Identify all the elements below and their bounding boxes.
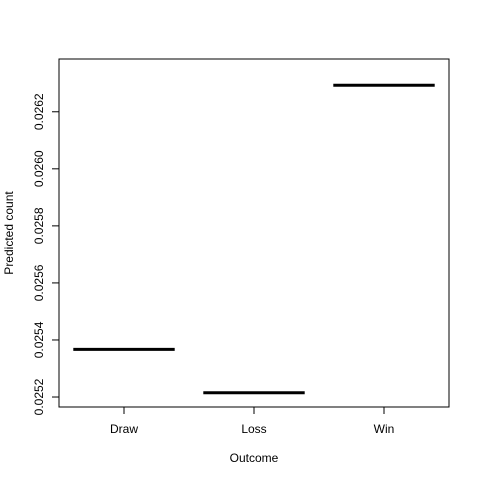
x-axis: Draw Loss Win — [110, 407, 394, 436]
y-tick-label: 0.0254 — [32, 321, 46, 358]
y-tick-label: 0.0258 — [32, 207, 46, 244]
x-tick-label: Win — [374, 422, 395, 436]
x-axis-label: Outcome — [230, 451, 279, 465]
plot-frame — [58, 58, 450, 408]
x-tick-label: Draw — [110, 422, 138, 436]
y-axis-label: Predicted count — [2, 191, 16, 275]
y-axis: 0.0252 0.0254 0.0256 0.0258 0.0260 0.0262 — [32, 93, 59, 415]
y-tick-label: 0.0252 — [32, 378, 46, 415]
y-tick-label: 0.0260 — [32, 150, 46, 187]
x-tick-label: Loss — [241, 422, 266, 436]
y-tick-label: 0.0256 — [32, 264, 46, 301]
y-tick-label: 0.0262 — [32, 93, 46, 130]
chart-marks — [73, 83, 435, 395]
